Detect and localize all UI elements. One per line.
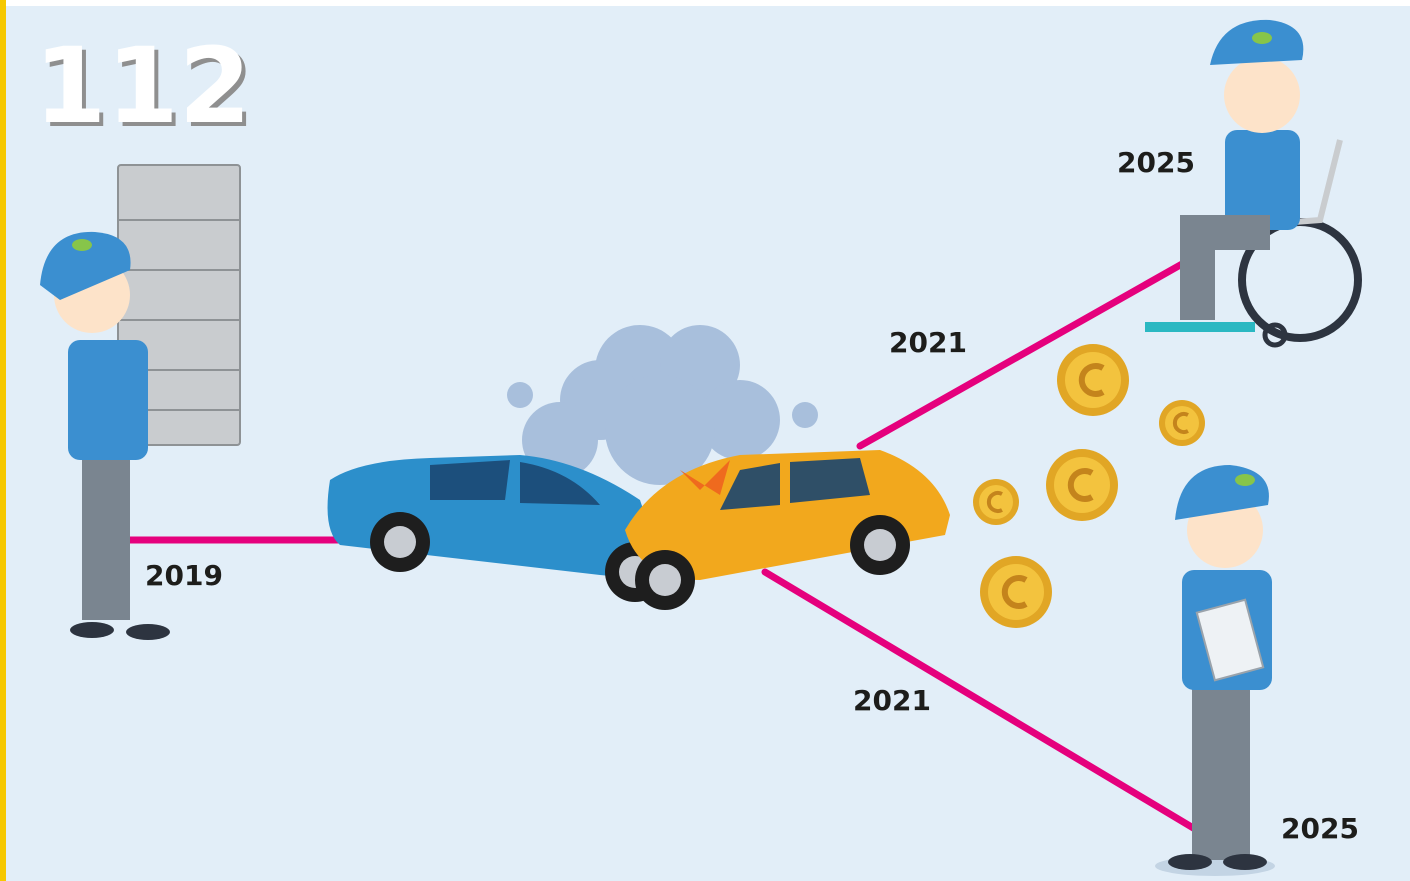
edge-bar [0, 0, 6, 881]
page: {"page_number": "112", "start": {"year":… [0, 0, 1410, 881]
year-upper-middle: 2021 [889, 326, 967, 359]
illustration: 112 112 [0, 0, 1410, 881]
year-lower-end: 2025 [1281, 812, 1359, 845]
year-upper-end: 2025 [1117, 146, 1195, 179]
year-start: 2019 [145, 559, 223, 592]
page-number: 112 [34, 25, 251, 147]
year-lower-middle: 2021 [853, 684, 931, 717]
